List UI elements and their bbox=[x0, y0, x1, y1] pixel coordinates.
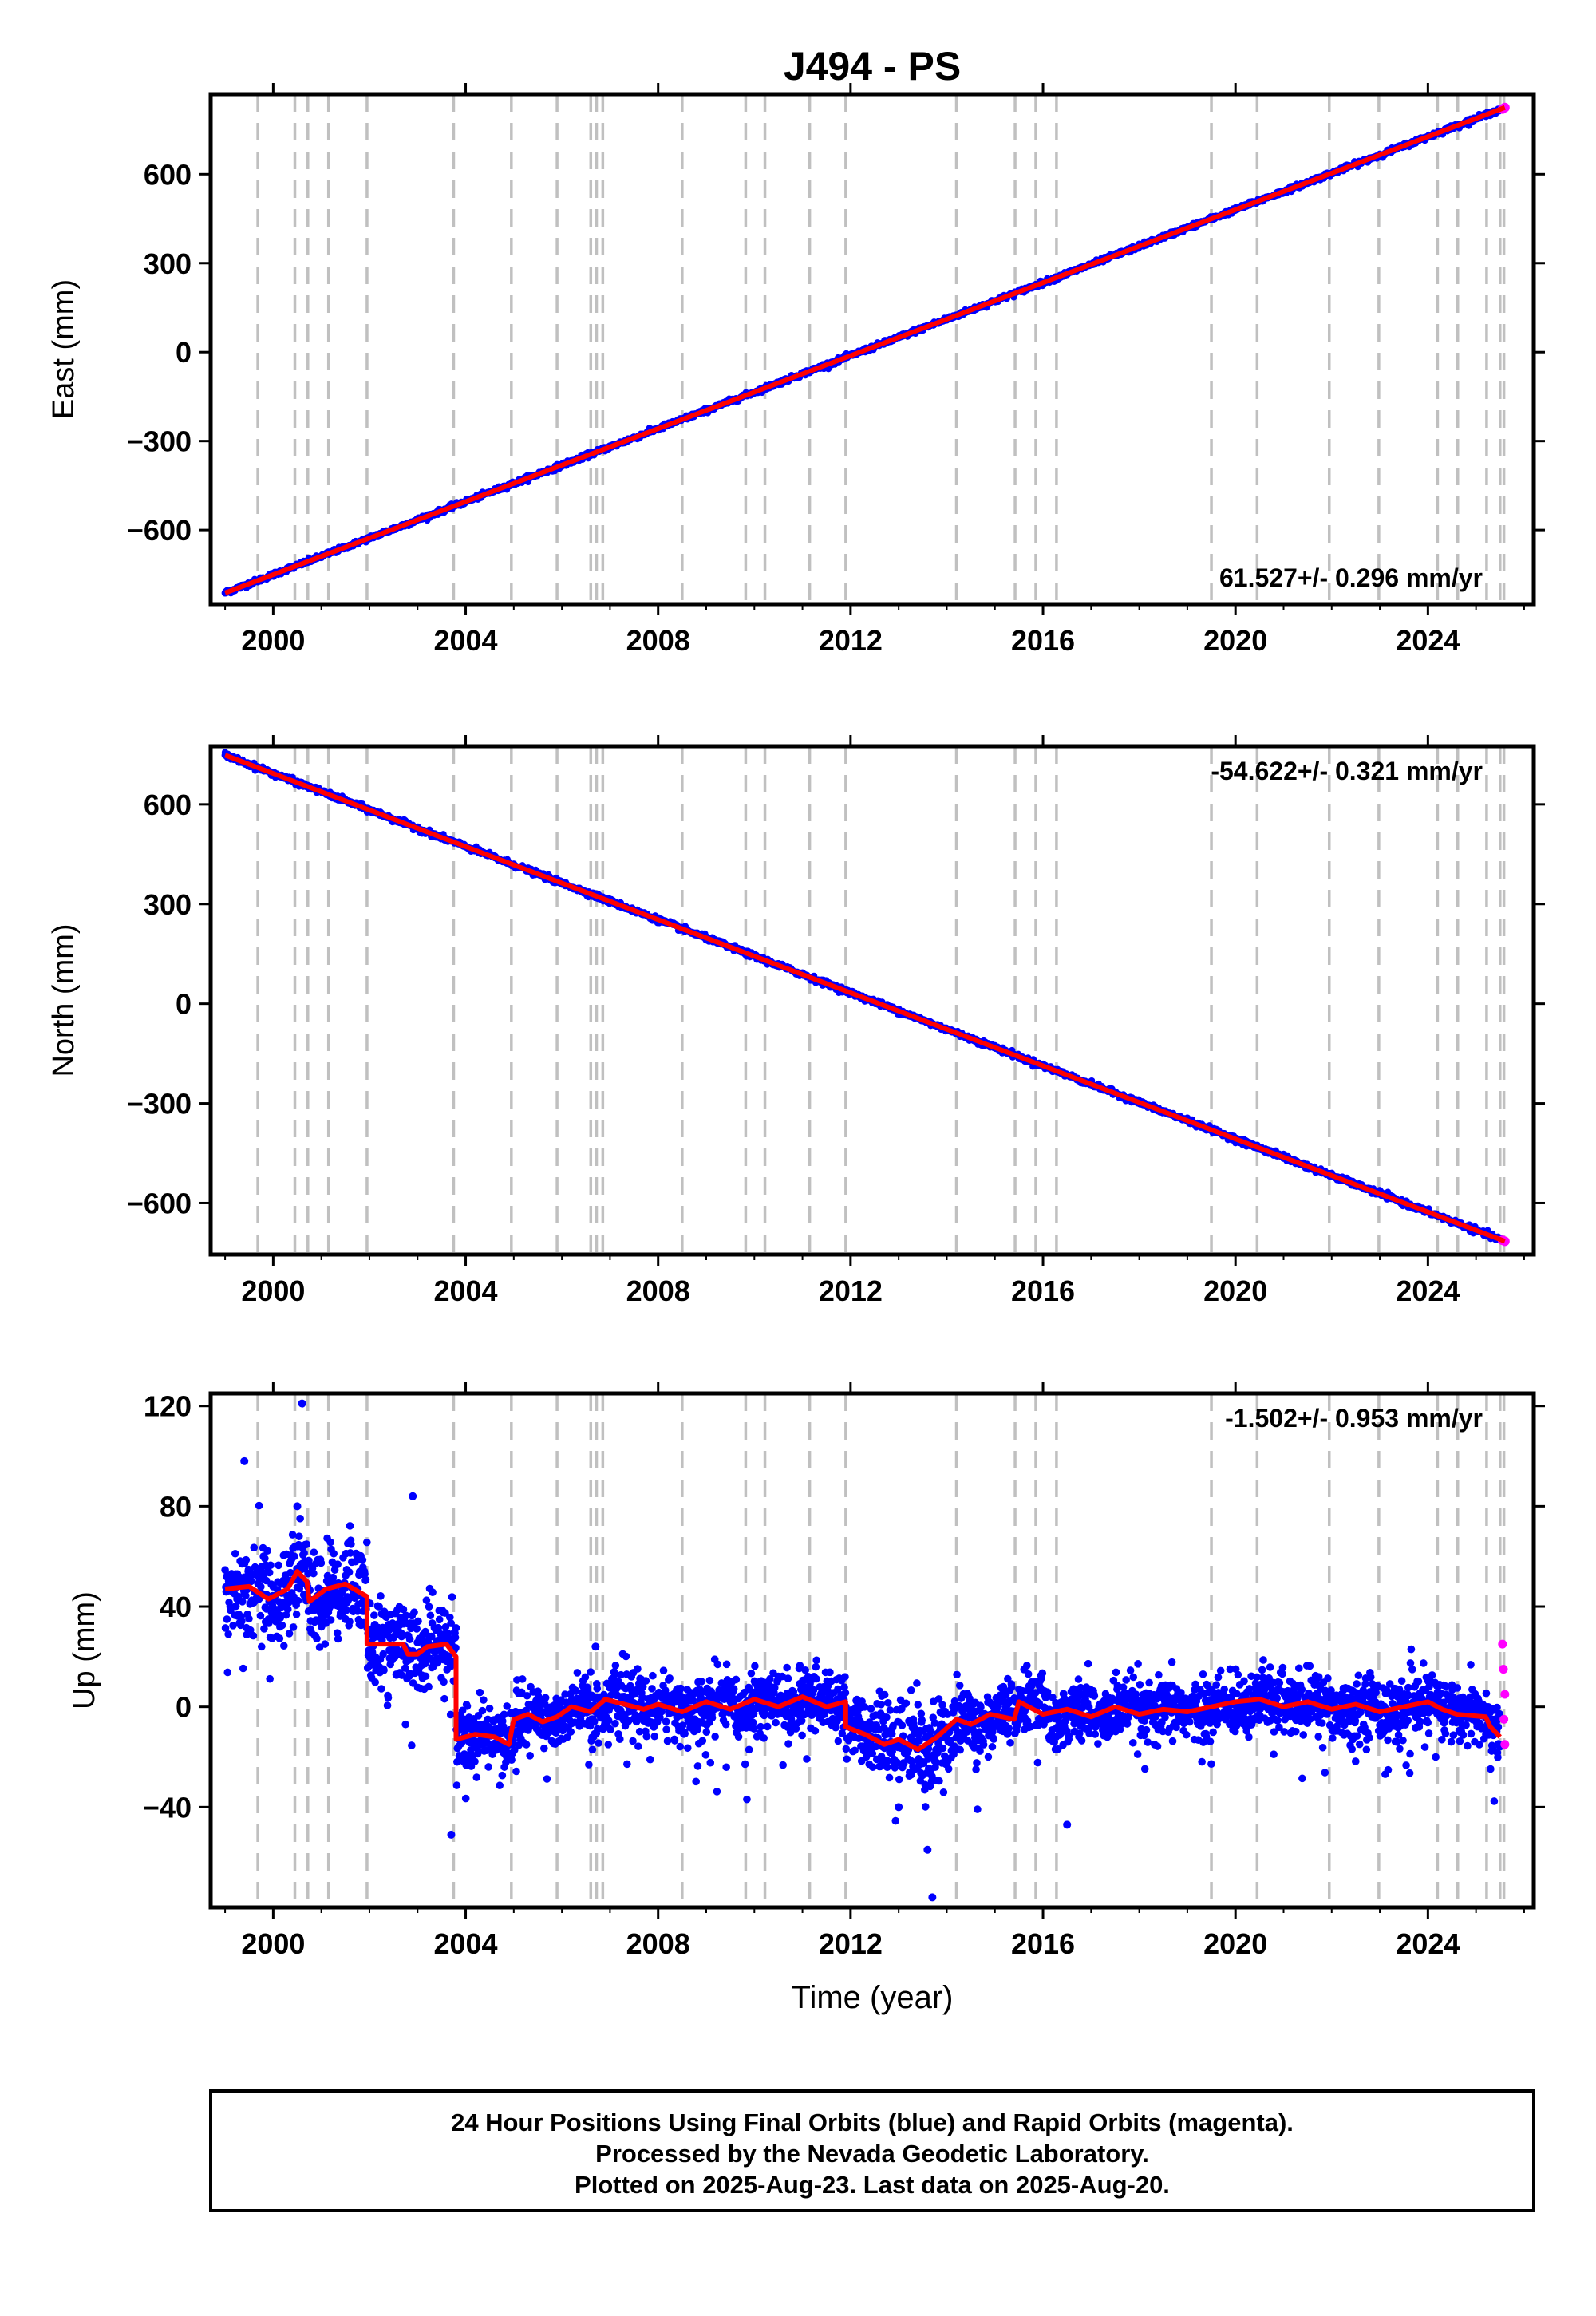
final-orbit-point bbox=[221, 1624, 230, 1632]
plot-area bbox=[221, 746, 1510, 1255]
final-orbit-point bbox=[275, 1634, 284, 1642]
final-orbit-point bbox=[255, 1501, 263, 1510]
final-orbit-point bbox=[250, 1543, 259, 1551]
final-orbit-point bbox=[249, 1631, 258, 1640]
plot-area bbox=[221, 94, 1510, 604]
final-orbit-point bbox=[300, 1549, 308, 1557]
final-orbit-point bbox=[334, 1560, 342, 1568]
y-tick-label: 300 bbox=[144, 247, 192, 280]
final-orbit-point bbox=[239, 1664, 247, 1673]
up-panel: 2000 2004 2008 2012 2016 2020 202412080400−40U… bbox=[68, 1382, 1545, 1960]
final-orbit-point bbox=[313, 1634, 321, 1643]
final-orbit-point bbox=[247, 1577, 255, 1586]
y-tick-label: −600 bbox=[127, 514, 192, 547]
x-tick-label: 2016 bbox=[1011, 624, 1075, 657]
panel-frame bbox=[208, 744, 1536, 1257]
rate-label: 61.527+/- 0.296 mm/yr bbox=[1219, 563, 1483, 592]
final-orbit-point bbox=[292, 1611, 301, 1618]
final-orbit-point bbox=[265, 1619, 273, 1627]
final-orbit-point bbox=[296, 1514, 304, 1523]
north-panel: 2000 2004 2008 2012 2016 2020 2024 600 300 0 −300 −… bbox=[47, 735, 1545, 1307]
final-orbit-point bbox=[229, 1622, 237, 1630]
final-orbit-point bbox=[283, 1605, 292, 1614]
final-orbit-point bbox=[223, 1668, 232, 1677]
final-orbit-point bbox=[288, 1531, 297, 1539]
final-orbit-point bbox=[278, 1621, 286, 1630]
y-tick-label: 600 bbox=[144, 158, 192, 191]
final-orbit-point bbox=[326, 1616, 335, 1624]
y-tick-label: −300 bbox=[127, 425, 192, 458]
x-tick-label: 2012 bbox=[819, 1275, 883, 1307]
x-tick-label: 2024 bbox=[1396, 624, 1460, 657]
final-orbit-point bbox=[326, 1538, 334, 1547]
model-fit-line bbox=[224, 105, 1506, 595]
y-tick-label: 300 bbox=[144, 888, 192, 921]
x-tick-label: 2016 bbox=[1011, 1275, 1075, 1307]
final-orbit-point bbox=[242, 1555, 251, 1564]
final-orbit-point bbox=[266, 1674, 274, 1683]
final-orbit-point bbox=[256, 1611, 265, 1620]
final-orbit-point bbox=[279, 1642, 288, 1650]
final-orbit-point bbox=[304, 1569, 312, 1578]
final-orbit-point bbox=[224, 1630, 232, 1638]
final-orbit-point bbox=[334, 1634, 342, 1643]
x-tick-label: 2004 bbox=[433, 1275, 497, 1307]
x-tick-label: 2008 bbox=[626, 624, 690, 657]
final-orbit-point bbox=[330, 1549, 338, 1558]
panel-frame bbox=[208, 92, 1536, 607]
figure-title: J494 - PS bbox=[784, 44, 961, 89]
x-tick-label: 2020 bbox=[1203, 624, 1267, 657]
x-tick-label: 2000 bbox=[241, 1275, 305, 1307]
final-orbit-point bbox=[260, 1625, 268, 1633]
final-orbit-point bbox=[265, 1568, 274, 1577]
final-orbit-point bbox=[294, 1532, 303, 1541]
final-orbit-point bbox=[289, 1623, 298, 1631]
x-tick-label: 2008 bbox=[626, 1275, 690, 1307]
y-tick-label: −300 bbox=[127, 1088, 192, 1120]
final-orbit-point bbox=[321, 1640, 330, 1648]
final-orbit-point bbox=[231, 1602, 240, 1611]
final-orbit-point bbox=[290, 1552, 298, 1560]
x-tick-label: 2000 bbox=[241, 624, 305, 657]
model-fit-line bbox=[224, 753, 1506, 1244]
final-orbit-point bbox=[263, 1547, 271, 1555]
east-panel: 2000 2004 2008 2012 2016 2020 2024 600 300 0 −300 −… bbox=[47, 83, 1545, 657]
final-orbit-point bbox=[227, 1606, 235, 1614]
final-orbit-point bbox=[245, 1614, 253, 1623]
final-orbit-point bbox=[257, 1642, 266, 1651]
final-orbit-series bbox=[221, 1399, 1504, 1902]
final-orbit-point bbox=[294, 1596, 302, 1605]
y-tick-label: 0 bbox=[176, 988, 192, 1021]
final-orbit-point bbox=[223, 1615, 231, 1623]
final-orbit-point bbox=[238, 1598, 247, 1606]
final-orbit-point bbox=[282, 1611, 290, 1619]
final-orbit-point bbox=[310, 1569, 318, 1578]
x-tick-label: 2024 bbox=[1396, 1275, 1460, 1307]
final-orbit-point bbox=[267, 1561, 275, 1570]
final-orbit-point bbox=[310, 1548, 318, 1556]
final-orbit-point bbox=[285, 1630, 294, 1638]
y-tick-label: 0 bbox=[176, 336, 192, 369]
final-orbit-point bbox=[333, 1629, 342, 1638]
final-orbit-point bbox=[242, 1591, 250, 1600]
final-orbit-point bbox=[317, 1559, 326, 1567]
y-tick-label: 600 bbox=[144, 788, 192, 821]
plot-area bbox=[221, 1393, 1510, 1907]
final-orbit-point bbox=[238, 1617, 246, 1626]
y-tick-label: −600 bbox=[127, 1187, 192, 1219]
rate-label: -54.622+/- 0.321 mm/yr bbox=[1211, 757, 1483, 785]
final-orbit-point bbox=[221, 1566, 229, 1575]
final-orbit-point bbox=[231, 1549, 239, 1558]
x-tick-label: 2004 bbox=[433, 624, 497, 657]
final-orbit-point bbox=[275, 1561, 282, 1570]
y-axis-label: North (mm) bbox=[47, 923, 81, 1077]
final-orbit-point bbox=[302, 1540, 311, 1548]
x-tick-label: 2020 bbox=[1203, 1275, 1267, 1307]
y-axis-label: East (mm) bbox=[47, 279, 81, 419]
x-tick-label: 2012 bbox=[819, 624, 883, 657]
final-orbit-point bbox=[257, 1583, 265, 1591]
